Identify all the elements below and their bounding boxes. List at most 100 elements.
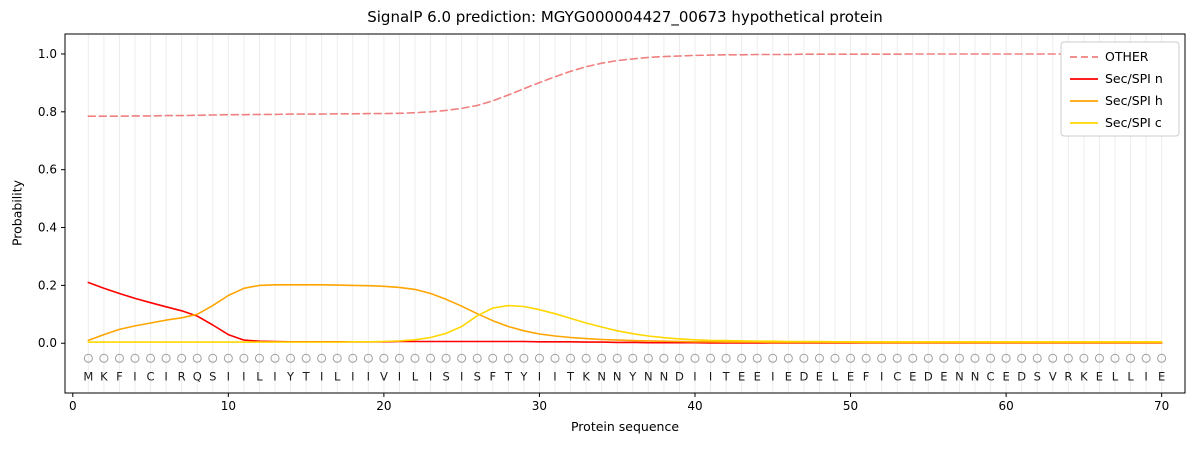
residue-letter: L xyxy=(412,370,419,384)
residue-marker xyxy=(861,353,871,363)
residue-marker xyxy=(939,353,949,363)
x-tick-label: 50 xyxy=(843,399,858,413)
residue-marker xyxy=(923,353,933,363)
chart-title: SignalP 6.0 prediction: MGYG000004427_00… xyxy=(367,8,883,26)
y-tick-label: 0.6 xyxy=(38,163,57,177)
residue-marker xyxy=(301,353,311,363)
residue-marker xyxy=(1032,353,1042,363)
residue-letter: C xyxy=(147,370,155,384)
residue-letter: E xyxy=(909,370,916,384)
residue-marker xyxy=(1141,353,1151,363)
residue-marker xyxy=(737,353,747,363)
residue-letter: E xyxy=(1096,370,1103,384)
residue-marker xyxy=(457,353,467,363)
plot-border xyxy=(64,33,1186,394)
residue-marker xyxy=(550,353,560,363)
legend-label: Sec/SPI n xyxy=(1105,71,1163,86)
y-tick-label: 0.4 xyxy=(38,221,57,235)
residue-letter: I xyxy=(320,370,323,384)
y-tick-label: 0.8 xyxy=(38,105,57,119)
residue-marker xyxy=(566,353,576,363)
residue-letter: Y xyxy=(286,370,295,384)
residue-marker xyxy=(846,353,856,363)
residue-marker xyxy=(1094,353,1104,363)
residue-marker xyxy=(1063,353,1073,363)
residue-marker xyxy=(394,353,404,363)
series-line-sec-spi-c xyxy=(87,304,1163,343)
residue-marker xyxy=(114,353,124,363)
residue-letter: E xyxy=(738,370,745,384)
residue-marker xyxy=(970,353,980,363)
x-tick-label: 30 xyxy=(532,399,547,413)
residue-letter: N xyxy=(644,370,653,384)
residue-marker xyxy=(783,353,793,363)
residue-marker xyxy=(254,353,264,363)
residue-marker xyxy=(908,353,918,363)
residue-letter: I xyxy=(693,370,696,384)
residue-letter: L xyxy=(1112,370,1119,384)
residue-letter: Y xyxy=(519,370,528,384)
residue-letter: N xyxy=(613,370,622,384)
residue-letter: K xyxy=(100,370,108,384)
residue-letter: S xyxy=(474,370,481,384)
y-tick-label: 0.0 xyxy=(38,336,57,350)
residue-marker xyxy=(488,353,498,363)
residue-marker xyxy=(130,353,140,363)
residue-letter: D xyxy=(924,370,933,384)
residue-letter: I xyxy=(351,370,354,384)
residue-letter: K xyxy=(582,370,590,384)
legend-label: Sec/SPI c xyxy=(1105,115,1162,130)
residue-letter: E xyxy=(754,370,761,384)
residue-letter: I xyxy=(1144,370,1147,384)
residue-letter: I xyxy=(429,370,432,384)
residue-letter: I xyxy=(398,370,401,384)
residue-letter: N xyxy=(955,370,964,384)
residue-marker xyxy=(363,353,373,363)
residue-letter: K xyxy=(1080,370,1088,384)
residue-letter: D xyxy=(1017,370,1026,384)
residue-marker xyxy=(332,353,342,363)
residue-marker xyxy=(223,353,233,363)
residue-marker xyxy=(768,353,778,363)
residue-marker xyxy=(597,353,607,363)
residue-marker xyxy=(1079,353,1089,363)
residue-marker xyxy=(628,353,638,363)
residue-letter: S xyxy=(442,370,449,384)
x-tick-label: 0 xyxy=(69,399,77,413)
residue-letter: E xyxy=(1158,370,1165,384)
residue-marker xyxy=(441,353,451,363)
residue-letter: V xyxy=(1049,370,1057,384)
residue-letter: I xyxy=(771,370,774,384)
residue-letter: L xyxy=(1127,370,1134,384)
residue-marker xyxy=(472,353,482,363)
residue-marker xyxy=(239,353,249,363)
residue-letter: T xyxy=(504,370,513,384)
legend-label: Sec/SPI h xyxy=(1105,93,1163,108)
x-axis-label: Protein sequence xyxy=(570,419,680,434)
residue-letter: S xyxy=(1034,370,1041,384)
residue-letter: E xyxy=(1002,370,1009,384)
residue-letter: F xyxy=(863,370,870,384)
residue-letter: L xyxy=(256,370,263,384)
y-tick-label: 1.0 xyxy=(38,47,57,61)
legend-label: OTHER xyxy=(1105,49,1149,64)
residue-marker xyxy=(534,353,544,363)
residue-marker xyxy=(1110,353,1120,363)
residue-marker xyxy=(317,353,327,363)
residue-marker xyxy=(986,353,996,363)
residue-marker xyxy=(659,353,669,363)
residue-letter: C xyxy=(987,370,995,384)
residue-letter: N xyxy=(597,370,606,384)
x-tick-label: 20 xyxy=(376,399,391,413)
residue-marker xyxy=(581,353,591,363)
x-tick-label: 70 xyxy=(1154,399,1169,413)
x-tick-label: 60 xyxy=(998,399,1013,413)
residue-marker xyxy=(1001,353,1011,363)
residue-letter: E xyxy=(940,370,947,384)
residue-marker xyxy=(161,353,171,363)
residue-marker xyxy=(177,353,187,363)
residue-marker xyxy=(192,353,202,363)
residue-marker xyxy=(721,353,731,363)
residue-letter: Q xyxy=(193,370,202,384)
